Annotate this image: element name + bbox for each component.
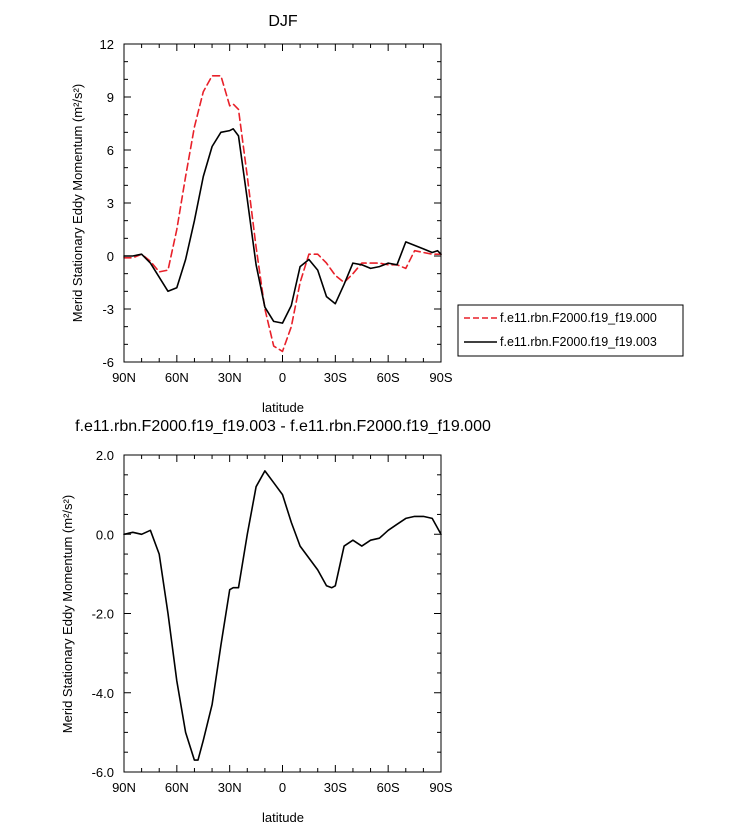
y-tick-label: -6 [102, 355, 114, 370]
legend-box [457, 304, 684, 357]
legend-label-series-1: f.e11.rbn.F2000.f19_f19.000 [500, 311, 657, 325]
axis-ticks [123, 43, 442, 363]
series-lines [123, 75, 442, 353]
x-axis-label: latitude [262, 810, 304, 825]
y-tick-label: 9 [107, 90, 114, 105]
y-tick-label: 0 [107, 249, 114, 264]
chart-bottom: f.e11.rbn.F2000.f19_f19.003 - f.e11.rbn.… [60, 418, 491, 825]
series-lines [123, 470, 442, 761]
y-axis-label: Merid Stationary Eddy Momentum (m²/s²) [70, 84, 85, 322]
chart-top: DJF Merid Stationary Eddy Momentum (m²/s… [70, 13, 453, 415]
chart-title: DJF [268, 13, 298, 30]
y-axis-label-text: Merid Stationary Eddy Momentum (m²/s²) [60, 495, 75, 733]
y-tick-label: 0.0 [96, 527, 114, 542]
y-tick-label: 3 [107, 196, 114, 211]
series-line-2 [123, 128, 442, 324]
y-tick-label: -6.0 [92, 765, 114, 780]
legend-label-series-2: f.e11.rbn.F2000.f19_f19.003 [500, 335, 657, 349]
x-tick-label: 30S [324, 780, 347, 795]
y-tick-label: 6 [107, 143, 114, 158]
legend: f.e11.rbn.F2000.f19_f19.000 f.e11.rbn.F2… [457, 304, 684, 357]
x-tick-label: 30N [218, 780, 242, 795]
y-tick-label: -2.0 [92, 607, 114, 622]
y-axis-label-text: Merid Stationary Eddy Momentum (m²/s²) [70, 84, 85, 322]
x-tick-label: 60S [377, 370, 400, 385]
plot-frame [123, 43, 442, 363]
x-tick-label: 90S [429, 370, 452, 385]
x-tick-label: 30N [218, 370, 242, 385]
x-axis-label: latitude [262, 400, 304, 415]
y-tick-label: -4.0 [92, 686, 114, 701]
x-tick-label: 90N [112, 780, 136, 795]
series-line-1 [123, 470, 442, 761]
x-tick-label: 90S [429, 780, 452, 795]
x-tick-label: 60S [377, 780, 400, 795]
y-tick-label: 12 [100, 37, 114, 52]
y-tick-label: -3 [102, 302, 114, 317]
x-tick-label: 60N [165, 780, 189, 795]
x-tick-label: 0 [279, 370, 286, 385]
plot-frame [123, 454, 442, 773]
x-tick-label: 30S [324, 370, 347, 385]
tick-labels: 90N 60N 30N 0 30S 60S 90S -6 -3 0 3 6 9 12 [100, 37, 453, 385]
series-line-1 [123, 75, 442, 353]
tick-labels: 90N 60N 30N 0 30S 60S 90S -6.0 -4.0 -2.0 0.0 2.0 [92, 448, 453, 795]
x-tick-label: 90N [112, 370, 136, 385]
x-tick-label: 60N [165, 370, 189, 385]
y-tick-label: 2.0 [96, 448, 114, 463]
chart-title: f.e11.rbn.F2000.f19_f19.003 - f.e11.rbn.… [75, 418, 491, 435]
y-axis-label: Merid Stationary Eddy Momentum (m²/s²) [60, 495, 75, 733]
x-tick-label: 0 [279, 780, 286, 795]
axis-ticks [123, 454, 442, 773]
